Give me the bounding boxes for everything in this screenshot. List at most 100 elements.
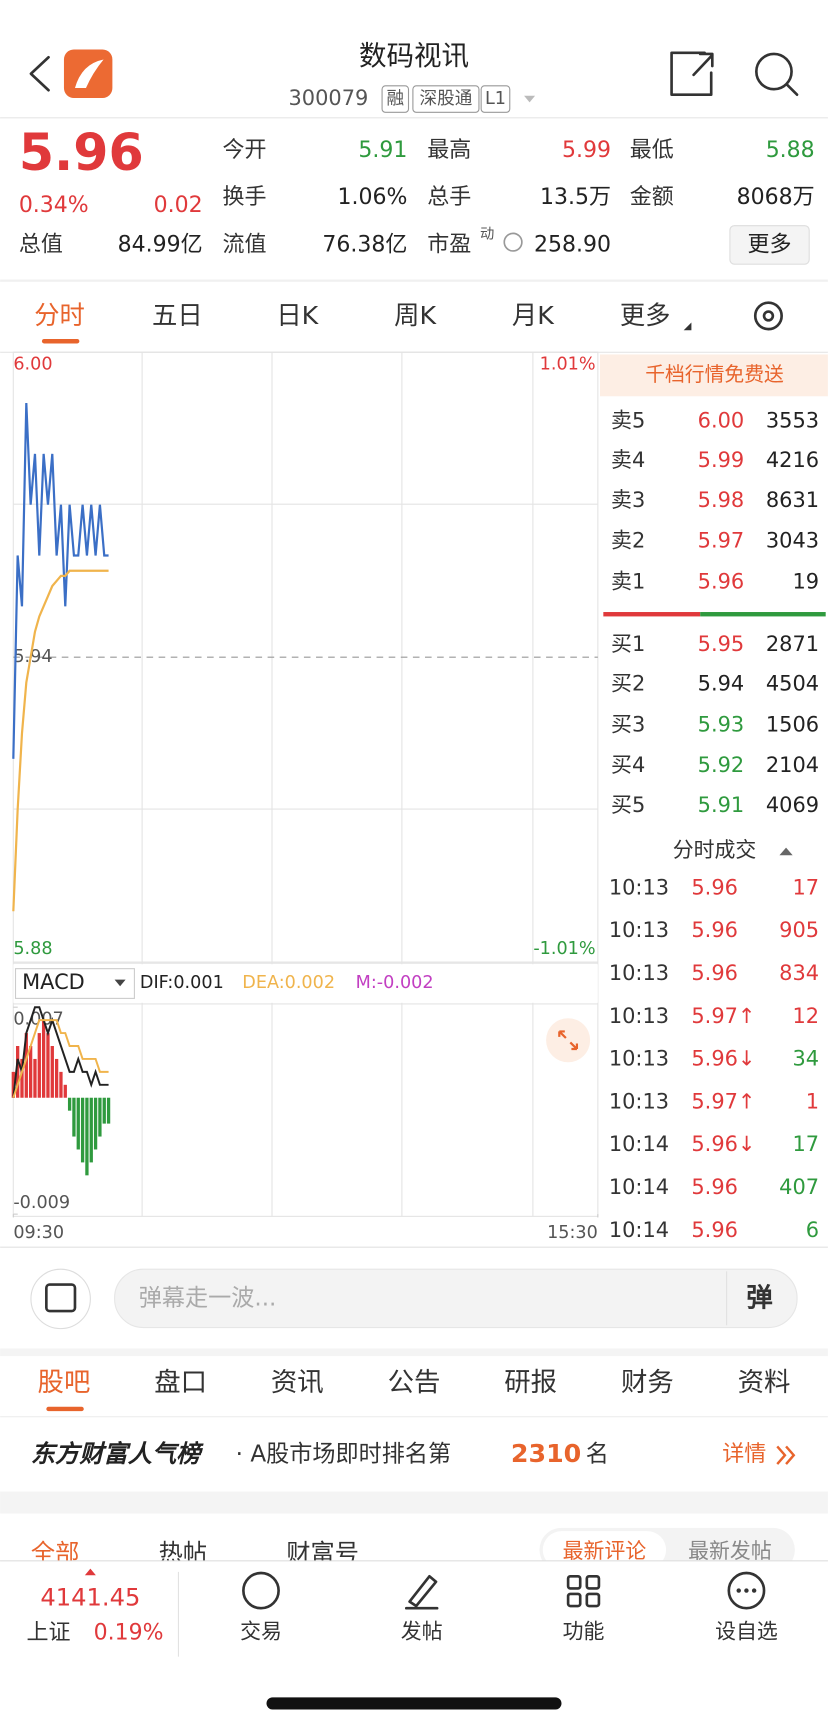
trade-price: 5.96: [691, 1175, 738, 1199]
watchlist-dots: [736, 1588, 757, 1593]
macd-bar: [50, 1046, 54, 1098]
macd-bar: [106, 1097, 111, 1124]
chart-tab[interactable]: 分时: [34, 301, 85, 330]
index-arrow: [84, 1568, 96, 1576]
sort-tab[interactable]: 最新发帖: [688, 1539, 772, 1563]
action-label[interactable]: 交易: [240, 1619, 282, 1643]
macd-bar: [59, 1071, 63, 1098]
section-tab[interactable]: 资讯: [271, 1367, 324, 1398]
action-label[interactable]: 功能: [563, 1619, 605, 1643]
field-label: 今开: [222, 138, 266, 163]
y-tick-label: 6.00: [13, 354, 52, 374]
macd-bar: [24, 1033, 28, 1098]
info-icon[interactable]: [503, 232, 523, 252]
field-label: 换手: [222, 185, 266, 210]
bid-volume: 1506: [766, 712, 819, 736]
chart-tab[interactable]: 日K: [276, 301, 319, 330]
home-indicator: [266, 1697, 562, 1710]
danmaku-button[interactable]: 弹: [746, 1282, 772, 1313]
section-tab[interactable]: 财务: [621, 1367, 674, 1398]
trade-volume: 17: [792, 875, 819, 899]
ask-volume: 3043: [766, 529, 819, 553]
macd-bar: [15, 1046, 20, 1098]
banner-text[interactable]: 千档行情免费送: [645, 363, 784, 386]
macd-bar: [98, 1097, 102, 1137]
average-line: [12, 569, 109, 912]
field-label: 金额: [630, 185, 674, 210]
macd-bar: [67, 1097, 72, 1111]
trade-price: 5.96↓: [691, 1047, 755, 1071]
function-icon[interactable]: [566, 1574, 601, 1608]
macd-bar: [28, 1046, 33, 1098]
dropdown-icon[interactable]: [524, 95, 536, 103]
section-tab[interactable]: 研报: [504, 1367, 557, 1398]
comment-tool-button[interactable]: [30, 1268, 91, 1330]
bid-bar: [700, 612, 826, 617]
collapse-icon[interactable]: [779, 847, 793, 856]
expand-icon: [558, 1030, 579, 1051]
bid-price: 5.92: [698, 753, 745, 777]
price-line: [12, 403, 109, 759]
field-value: 8068万: [737, 185, 815, 210]
macd-line: [12, 1019, 109, 1099]
comment-input[interactable]: [114, 1268, 798, 1329]
indicator-select[interactable]: [14, 968, 135, 999]
rank-link[interactable]: 详情: [722, 1442, 766, 1467]
trade-volume: 407: [779, 1175, 819, 1199]
chart-tab[interactable]: 月K: [512, 301, 555, 330]
field-value: 5.91: [358, 138, 407, 163]
trade-icon[interactable]: [242, 1571, 280, 1610]
comment-placeholder[interactable]: 弹幕走一波...: [139, 1285, 277, 1311]
ask-price: 5.99: [698, 448, 745, 472]
section-tab[interactable]: 公告: [388, 1367, 441, 1398]
bid-price: 5.95: [698, 632, 745, 656]
index-name: 上证: [27, 1621, 71, 1646]
post-icon[interactable]: [404, 1574, 439, 1610]
trade-price: 5.97↑: [691, 1004, 755, 1028]
ask-price: 5.98: [698, 488, 745, 512]
chart-tab[interactable]: 周K: [394, 301, 437, 330]
back-button[interactable]: [29, 55, 50, 92]
ask-level: 卖2: [611, 529, 645, 553]
order-book-banner[interactable]: [600, 354, 828, 397]
tag-box: [412, 85, 480, 113]
index-value[interactable]: 4141.45: [40, 1583, 140, 1611]
action-label[interactable]: 设自选: [715, 1619, 778, 1643]
section-tab[interactable]: 盘口: [154, 1367, 207, 1398]
ask-volume: 3553: [766, 409, 819, 433]
search-button[interactable]: [755, 52, 793, 91]
action-label[interactable]: 发帖: [401, 1619, 443, 1643]
chart-tab[interactable]: 更多: [620, 301, 671, 330]
expand-button[interactable]: [546, 1018, 591, 1063]
macd-line: [12, 1006, 109, 1098]
gap: [0, 1491, 828, 1514]
field-value: 5.88: [766, 138, 815, 163]
settings-button[interactable]: [753, 301, 783, 331]
bid-level: 买2: [611, 672, 645, 696]
ask-price: 5.97: [698, 529, 745, 553]
indicator-arrow: [114, 979, 126, 987]
legend-entry: M:-0.002: [356, 973, 434, 993]
more-label: 更多: [748, 232, 792, 257]
macd-bar: [33, 1058, 37, 1098]
share-button[interactable]: [670, 51, 714, 96]
macd-bar: [85, 1097, 89, 1176]
ask-volume: 8631: [766, 488, 819, 512]
trade-volume: 1: [806, 1089, 819, 1113]
x-tick-label: 09:30: [13, 1223, 64, 1243]
trade-volume: 34: [792, 1047, 819, 1071]
bid-level: 买5: [611, 793, 645, 817]
macd-bar: [93, 1097, 98, 1150]
sort-tab[interactable]: 最新评论: [563, 1539, 647, 1563]
watchlist-icon[interactable]: [727, 1571, 766, 1610]
section-tab[interactable]: 资料: [738, 1367, 791, 1398]
bid-volume: 2104: [766, 753, 819, 777]
more-button[interactable]: [729, 225, 810, 265]
macd-bar: [102, 1097, 106, 1124]
field-value: 76.38亿: [322, 232, 407, 257]
section-tab[interactable]: 股吧: [38, 1367, 91, 1398]
chart-tab[interactable]: 五日: [152, 301, 203, 330]
ask-level: 卖3: [611, 488, 645, 512]
macd-bar: [76, 1097, 80, 1150]
